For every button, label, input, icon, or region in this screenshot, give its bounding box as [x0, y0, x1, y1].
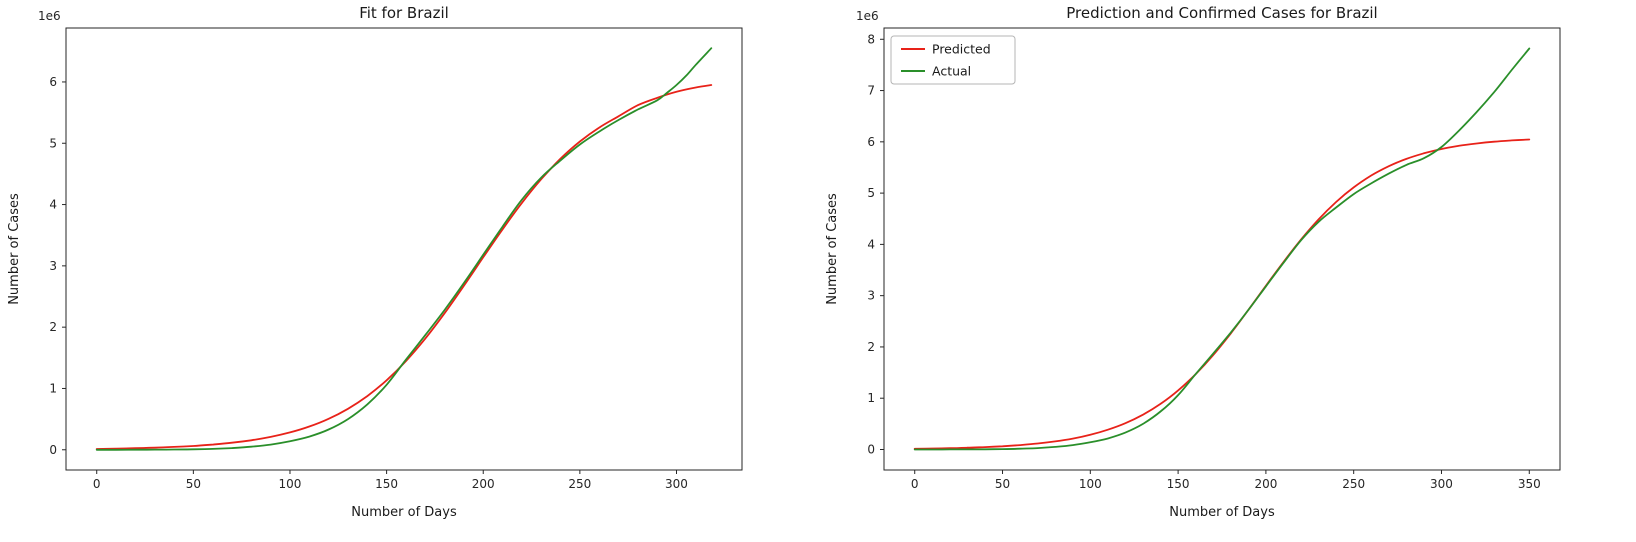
- x-tick-label: 50: [995, 477, 1010, 491]
- plot-area: [884, 28, 1560, 470]
- x-tick-label: 100: [279, 477, 302, 491]
- plot-area: [66, 28, 742, 470]
- x-axis-label: Number of Days: [351, 505, 457, 520]
- legend: Predicted Actual: [890, 35, 1016, 85]
- chart-title: Prediction and Confirmed Cases for Brazi…: [1066, 4, 1377, 22]
- figure-prediction: 0 50 100 150 200 250 300 350 0 1 2 3 4 5 6 7 8 1e6 Predict…: [818, 0, 1636, 542]
- x-tick-label: 250: [568, 477, 591, 491]
- legend-label-actual: Actual: [932, 64, 971, 79]
- y-axis-offset-text: 1e6: [38, 9, 61, 23]
- series-line-actual: [95, 47, 713, 451]
- x-tick-label: 150: [375, 477, 398, 491]
- x-tick-label: 50: [186, 477, 201, 491]
- y-tick-label: 8: [867, 32, 875, 46]
- legend-label-predicted: Predicted: [932, 42, 991, 57]
- y-tick-label: 0: [867, 442, 875, 456]
- y-tick-label: 3: [867, 289, 875, 303]
- axes-spines: [65, 27, 743, 471]
- y-tick-label: 6: [49, 75, 57, 89]
- x-tick-label: 350: [1518, 477, 1541, 491]
- y-tick-label: 2: [49, 320, 57, 334]
- x-tick-label: 200: [1254, 477, 1277, 491]
- y-axis-label: Number of Cases: [825, 193, 840, 305]
- fit-chart-canvas: 0 50 100 150 200 250 300 0 1 2 3 4 5 6 1e6 Fit for Braz…: [7, 4, 743, 520]
- y-tick-label: 4: [49, 198, 57, 212]
- y-tick-label: 2: [867, 340, 875, 354]
- x-tick-label: 300: [665, 477, 688, 491]
- x-axis-label: Number of Days: [1169, 505, 1275, 520]
- y-axis-offset-text: 1e6: [856, 9, 879, 23]
- y-tick-label: 3: [49, 259, 57, 273]
- y-tick-label: 5: [49, 136, 57, 150]
- x-tick-label: 100: [1079, 477, 1102, 491]
- y-tick-label: 6: [867, 135, 875, 149]
- y-tick-label: 0: [49, 443, 57, 457]
- x-tick-label: 300: [1430, 477, 1453, 491]
- y-tick-label: 1: [49, 381, 57, 395]
- prediction-chart-canvas: 0 50 100 150 200 250 300 350 0 1 2 3 4 5 6 7 8 1e6 Predict…: [825, 4, 1561, 520]
- figure-fit: 0 50 100 150 200 250 300 0 1 2 3 4 5 6 1e6 Fit for Braz…: [7, 4, 743, 520]
- y-tick-label: 4: [867, 237, 875, 251]
- x-tick-label: 200: [472, 477, 495, 491]
- x-tick-label: 0: [911, 477, 919, 491]
- y-tick-label: 5: [867, 186, 875, 200]
- series-line-actual: [913, 47, 1531, 451]
- y-tick-label: 7: [867, 84, 875, 98]
- x-tick-label: 0: [93, 477, 101, 491]
- y-axis-label: Number of Cases: [7, 193, 22, 305]
- x-tick-label: 150: [1167, 477, 1190, 491]
- x-tick-label: 250: [1342, 477, 1365, 491]
- axes-spines: [883, 27, 1561, 471]
- chart-title: Fit for Brazil: [359, 4, 449, 22]
- y-tick-label: 1: [867, 391, 875, 405]
